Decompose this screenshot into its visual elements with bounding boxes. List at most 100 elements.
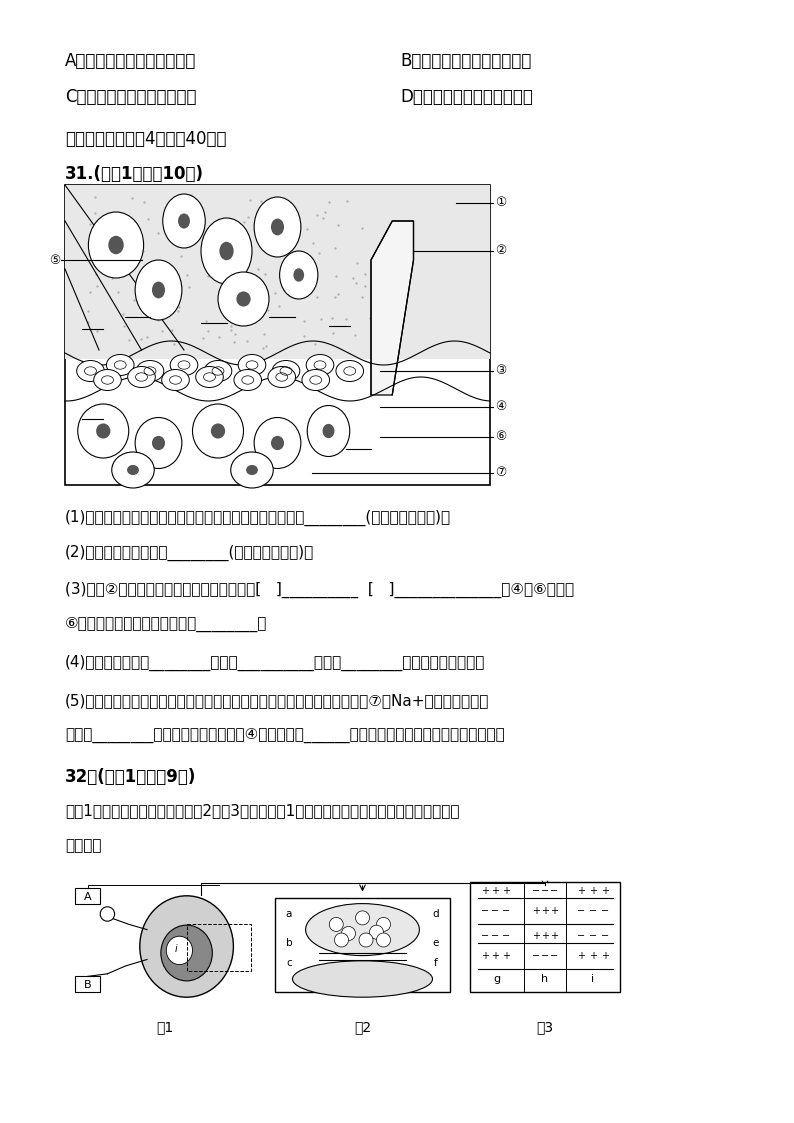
Ellipse shape (161, 925, 212, 980)
Ellipse shape (234, 369, 261, 391)
Text: −: − (550, 950, 558, 960)
Ellipse shape (307, 405, 349, 457)
Ellipse shape (135, 418, 182, 468)
Text: +: + (502, 950, 510, 960)
Text: −: − (502, 931, 510, 941)
Text: D．增加、减少、增加、降低: D．增加、减少、增加、降低 (400, 88, 533, 106)
Ellipse shape (268, 366, 295, 387)
Text: i: i (592, 974, 595, 984)
Ellipse shape (170, 355, 198, 375)
Ellipse shape (292, 961, 433, 997)
Text: C．减少、增加、增加、不变: C．减少、增加、增加、不变 (65, 88, 196, 106)
Ellipse shape (152, 436, 165, 450)
Ellipse shape (254, 197, 301, 257)
Text: −: − (532, 950, 540, 960)
Ellipse shape (152, 282, 165, 299)
Ellipse shape (294, 268, 304, 282)
Ellipse shape (211, 423, 225, 439)
Text: +: + (532, 906, 540, 916)
Text: 关问题：: 关问题： (65, 838, 102, 853)
Text: e: e (433, 938, 439, 948)
Ellipse shape (272, 360, 300, 382)
FancyBboxPatch shape (75, 888, 100, 904)
Text: +: + (481, 950, 489, 960)
Ellipse shape (322, 423, 334, 438)
Ellipse shape (88, 212, 144, 279)
Circle shape (359, 933, 373, 947)
Ellipse shape (254, 418, 301, 468)
Text: ①: ① (495, 197, 507, 210)
Text: d: d (433, 909, 439, 919)
Text: −: − (481, 931, 489, 941)
Circle shape (330, 917, 343, 931)
Ellipse shape (231, 451, 273, 489)
Circle shape (100, 906, 114, 921)
Text: +: + (502, 886, 510, 896)
FancyBboxPatch shape (470, 882, 620, 992)
Text: +: + (601, 950, 609, 960)
Text: +: + (541, 906, 549, 916)
Text: B: B (84, 980, 91, 990)
Text: ⑤: ⑤ (48, 254, 60, 266)
FancyBboxPatch shape (65, 185, 490, 485)
Text: +: + (481, 886, 489, 896)
Text: ③: ③ (495, 365, 507, 377)
Text: −: − (550, 886, 558, 896)
Text: (3)人体②的组成细胞，其主要的生活环境是[   ]__________  [   ]______________。④和⑥相比，: (3)人体②的组成细胞，其主要的生活环境是[ ]__________ [ ]__… (65, 582, 574, 599)
Circle shape (376, 933, 391, 947)
Text: ②: ② (495, 245, 507, 257)
Ellipse shape (204, 360, 232, 382)
Ellipse shape (135, 261, 182, 320)
Ellipse shape (166, 937, 192, 965)
Text: 图3: 图3 (537, 1020, 553, 1034)
Text: +: + (577, 950, 585, 960)
Ellipse shape (78, 404, 129, 458)
FancyBboxPatch shape (75, 976, 100, 992)
Text: +: + (550, 906, 558, 916)
Text: −: − (502, 906, 510, 916)
Ellipse shape (192, 404, 244, 458)
Text: −: − (601, 906, 609, 916)
Text: 31.(每空1分，共10分): 31.(每空1分，共10分) (65, 165, 204, 183)
Ellipse shape (94, 369, 121, 391)
Text: 图2: 图2 (354, 1020, 371, 1034)
Text: −: − (589, 931, 597, 941)
Text: −: − (601, 931, 609, 941)
Ellipse shape (162, 369, 189, 391)
Text: ⑥: ⑥ (495, 430, 507, 444)
Text: −: − (532, 886, 540, 896)
Text: A: A (84, 892, 91, 902)
Ellipse shape (108, 236, 124, 254)
Text: c: c (286, 958, 292, 968)
Text: −: − (541, 950, 549, 960)
Text: ④: ④ (495, 401, 507, 413)
Text: +: + (491, 950, 499, 960)
Ellipse shape (201, 218, 252, 284)
Text: (5)正常人体液中的水和电解质的含量也是相对稳定的。如果脑中缺血，使⑦内Na+浓度升高，会引: (5)正常人体液中的水和电解质的含量也是相对稳定的。如果脑中缺血，使⑦内Na+浓… (65, 693, 489, 707)
Circle shape (369, 925, 384, 939)
Text: −: − (541, 886, 549, 896)
Ellipse shape (237, 292, 251, 307)
Text: (4)人体内环境通过________调节、__________调节和________调节实现相对稳定。: (4)人体内环境通过________调节、__________调节和______… (65, 655, 485, 672)
Polygon shape (371, 221, 414, 395)
Ellipse shape (128, 366, 156, 387)
Circle shape (341, 926, 356, 940)
Text: 图1: 图1 (156, 1020, 174, 1034)
Text: −: − (481, 906, 489, 916)
Text: B．减少、减少、增加、不变: B．减少、减少、增加、不变 (400, 52, 531, 70)
Text: 下图1表示缩手反射的反射弧，图2、图3分别表示图1虚线框内局部结构放大示意图。请回答相: 下图1表示缩手反射的反射弧，图2、图3分别表示图1虚线框内局部结构放大示意图。请… (65, 803, 460, 818)
Ellipse shape (112, 451, 154, 489)
Circle shape (376, 917, 391, 931)
Text: +: + (601, 886, 609, 896)
Polygon shape (65, 185, 490, 359)
Text: f: f (434, 958, 437, 968)
Ellipse shape (140, 896, 233, 997)
Ellipse shape (238, 355, 266, 375)
Text: +: + (532, 931, 540, 941)
Ellipse shape (246, 465, 258, 475)
FancyBboxPatch shape (275, 898, 450, 992)
Text: −: − (577, 906, 585, 916)
Text: h: h (542, 974, 549, 984)
Text: 二、非选择题（共4个题，40分）: 二、非选择题（共4个题，40分） (65, 130, 226, 148)
Text: i: i (175, 944, 177, 955)
